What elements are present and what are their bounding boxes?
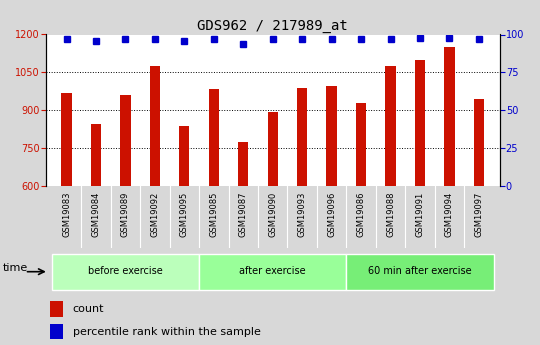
Text: before exercise: before exercise <box>88 266 163 276</box>
Bar <box>415 60 425 186</box>
Bar <box>179 126 190 186</box>
Bar <box>150 66 160 186</box>
Bar <box>62 93 72 186</box>
Text: time: time <box>3 263 28 273</box>
Text: 60 min after exercise: 60 min after exercise <box>368 266 472 276</box>
Text: GSM19095: GSM19095 <box>180 191 189 237</box>
Text: GSM19092: GSM19092 <box>150 191 159 237</box>
Bar <box>327 86 337 186</box>
Bar <box>52 254 199 289</box>
Text: percentile rank within the sample: percentile rank within the sample <box>72 327 260 337</box>
Bar <box>267 112 278 186</box>
Bar <box>346 254 494 289</box>
Text: GSM19089: GSM19089 <box>121 191 130 237</box>
Bar <box>50 324 64 339</box>
Text: GSM19087: GSM19087 <box>239 191 248 237</box>
Bar <box>356 103 366 186</box>
Text: GSM19085: GSM19085 <box>210 191 218 237</box>
Text: GSM19093: GSM19093 <box>298 191 307 237</box>
Text: GSM19083: GSM19083 <box>62 191 71 237</box>
Bar <box>199 254 346 289</box>
Text: GSM19086: GSM19086 <box>356 191 366 237</box>
Text: GSM19091: GSM19091 <box>415 191 424 237</box>
Bar <box>120 95 131 186</box>
Bar <box>50 301 64 317</box>
Text: count: count <box>72 304 104 314</box>
Title: GDS962 / 217989_at: GDS962 / 217989_at <box>197 19 348 33</box>
Text: GSM19096: GSM19096 <box>327 191 336 237</box>
Bar <box>238 142 248 186</box>
Text: GSM19094: GSM19094 <box>445 191 454 237</box>
Text: after exercise: after exercise <box>239 266 306 276</box>
Bar <box>474 99 484 186</box>
Text: GSM19088: GSM19088 <box>386 191 395 237</box>
Text: GSM19084: GSM19084 <box>91 191 100 237</box>
Bar <box>297 88 307 186</box>
Bar <box>91 124 101 186</box>
Text: GSM19097: GSM19097 <box>474 191 483 237</box>
Text: GSM19090: GSM19090 <box>268 191 277 237</box>
Bar <box>386 66 396 186</box>
Bar <box>444 47 455 186</box>
Bar <box>208 89 219 186</box>
